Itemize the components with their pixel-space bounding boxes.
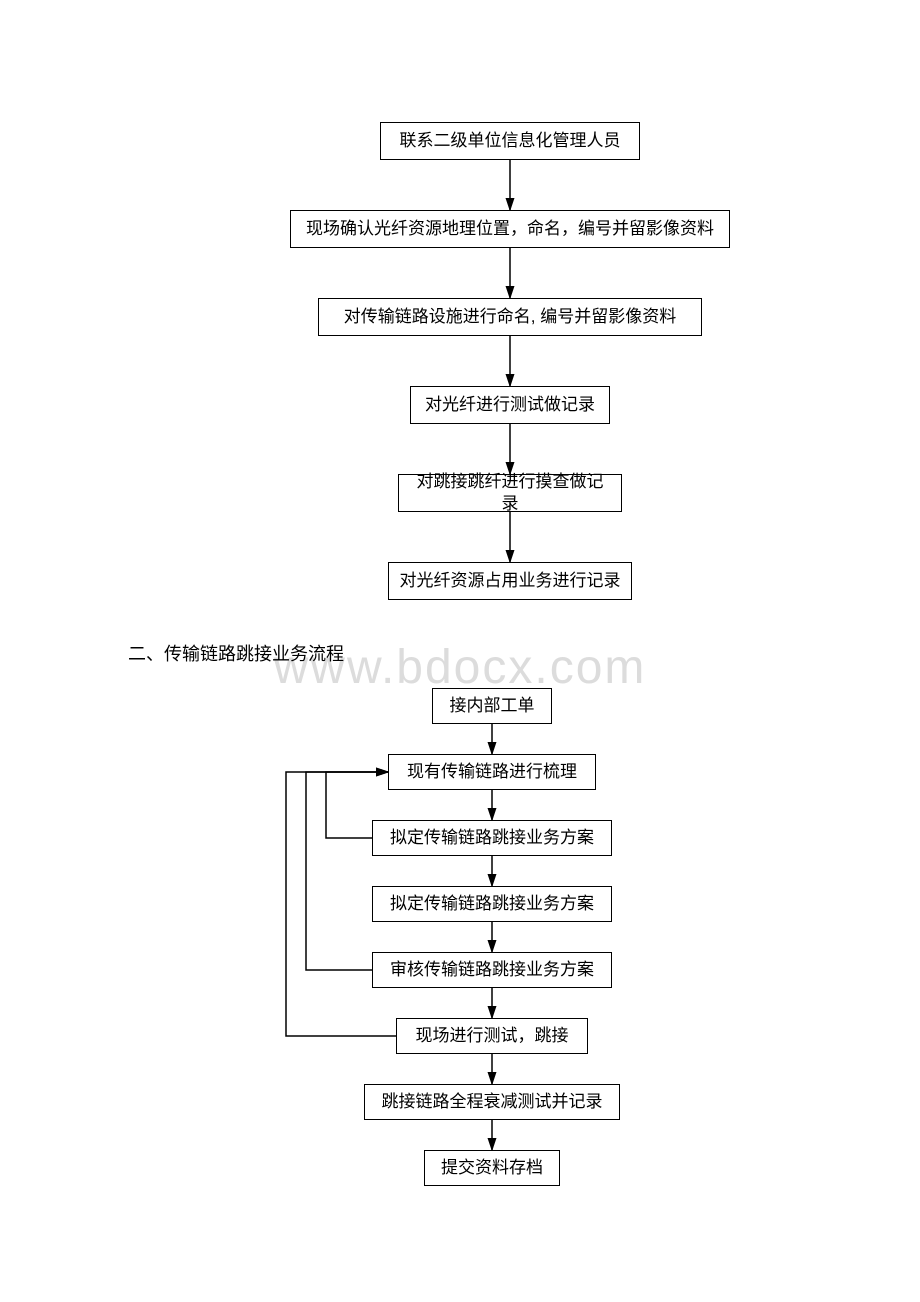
flow1-node-f1n3: 对传输链路设施进行命名, 编号并留影像资料 (318, 298, 702, 336)
flow2-node-f2n6: 现场进行测试，跳接 (396, 1018, 588, 1054)
flow2-node-f2n7: 跳接链路全程衰减测试并记录 (364, 1084, 620, 1120)
flow2-node-f2n8: 提交资料存档 (424, 1150, 560, 1186)
section-title-2: 二、传输链路跳接业务流程 (128, 640, 344, 666)
flow2-node-f2n4: 拟定传输链路跳接业务方案 (372, 886, 612, 922)
flow1-node-f1n2: 现场确认光纤资源地理位置，命名，编号并留影像资料 (290, 210, 730, 248)
flow1-node-f1n1: 联系二级单位信息化管理人员 (380, 122, 640, 160)
flow1-node-f1n4: 对光纤进行测试做记录 (410, 386, 610, 424)
flow1-node-f1n5: 对跳接跳纤进行摸查做记录 (398, 474, 622, 512)
flow2-node-f2n1: 接内部工单 (432, 688, 552, 724)
flow2-node-f2n5: 审核传输链路跳接业务方案 (372, 952, 612, 988)
flow1-node-f1n6: 对光纤资源占用业务进行记录 (388, 562, 632, 600)
flow2-node-f2n3: 拟定传输链路跳接业务方案 (372, 820, 612, 856)
flow2-node-f2n2: 现有传输链路进行梳理 (388, 754, 596, 790)
